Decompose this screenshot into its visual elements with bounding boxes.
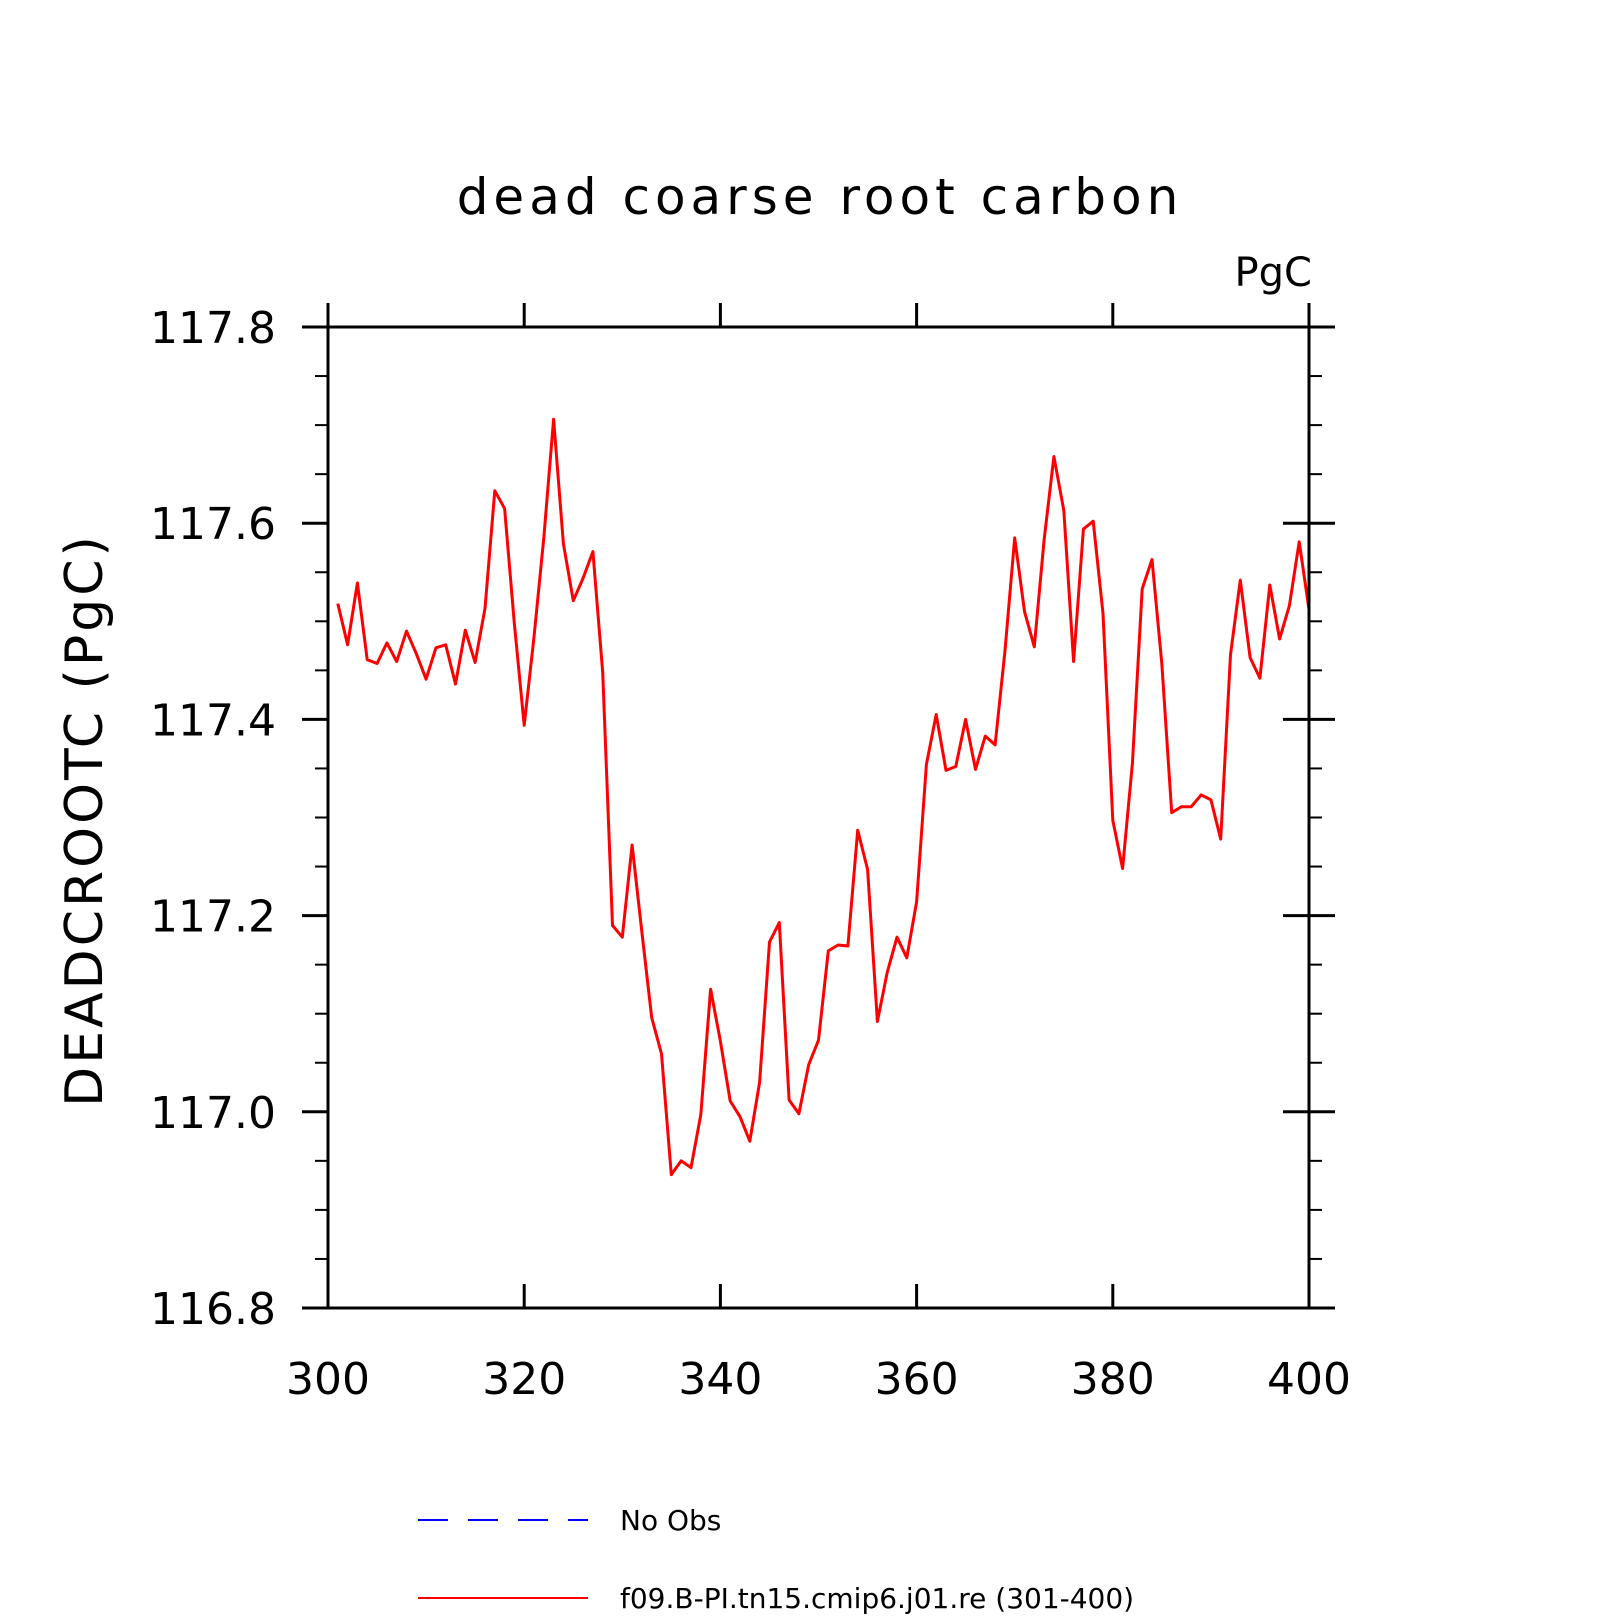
legend: No Obs f09.B-PI.tn15.cmip6.j01.re (301-4…	[418, 1504, 1134, 1615]
chart-title: dead coarse root carbon	[457, 168, 1184, 226]
plot-frame	[326, 325, 1311, 1310]
y-tick-label: 117.8	[150, 303, 276, 354]
y-tick-label: 116.8	[150, 1284, 276, 1335]
x-tick-label: 320	[482, 1354, 566, 1405]
x-tick-label: 380	[1071, 1354, 1155, 1405]
y-tick-label: 117.0	[150, 1088, 276, 1139]
series-line-0	[336, 417, 1311, 1177]
legend-label-run: f09.B-PI.tn15.cmip6.j01.re (301-400)	[620, 1582, 1134, 1615]
y-tick-label: 117.6	[150, 499, 276, 550]
x-tick-label: 360	[875, 1354, 959, 1405]
y-axis-label: DEADCROOTC (PgC)	[55, 533, 115, 1107]
y-tick-label: 117.4	[150, 695, 276, 746]
x-tick-label: 340	[678, 1354, 762, 1405]
series-layer	[336, 417, 1311, 1177]
y-tick-label: 117.2	[150, 892, 276, 943]
x-tick-label: 400	[1267, 1354, 1351, 1405]
units-label: PgC	[1235, 250, 1312, 296]
tick-labels-layer: 300 320 340 360 380 400 116.8 117.0 117.2 117.4 11…	[150, 303, 1351, 1405]
legend-label-no-obs: No Obs	[620, 1504, 721, 1537]
ticks-layer	[302, 303, 1335, 1310]
x-tick-label: 300	[286, 1354, 370, 1405]
